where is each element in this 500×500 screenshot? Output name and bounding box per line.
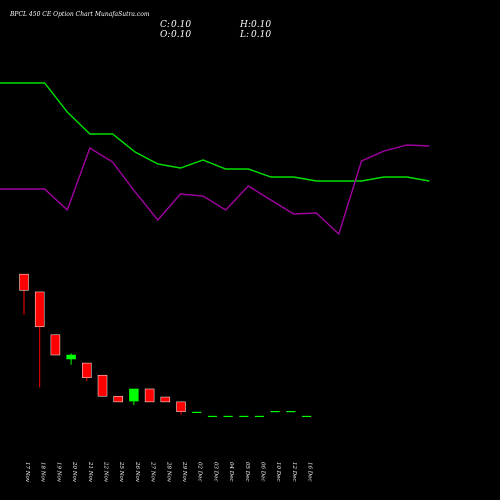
x-tick-label: 06 Dec (260, 462, 266, 482)
candle (66, 353, 76, 365)
close-value: 0.10 (171, 20, 191, 30)
x-tick-label: 18 Nov (40, 462, 46, 483)
candle-body (160, 396, 171, 403)
candlesticks (19, 273, 312, 418)
candle (176, 401, 186, 415)
candle (129, 388, 139, 406)
x-tick-label: 22 Nov (103, 461, 109, 483)
x-tick-label: 16 Dec (307, 462, 313, 482)
indicator-lines (0, 82, 430, 236)
open-label: O: (160, 30, 170, 40)
candle-body (129, 388, 139, 402)
green-indicator-line (0, 82, 430, 182)
candle (113, 395, 123, 403)
low-label: L: (239, 30, 249, 40)
high-label: H: (239, 20, 251, 30)
purple-indicator-line (0, 144, 430, 236)
x-tick-label: 26 Nov (134, 461, 140, 483)
x-tick-label: 19 Nov (55, 462, 61, 483)
candle-body (97, 374, 108, 397)
x-tick-label: 12 Dec (291, 462, 297, 482)
candle-body (19, 273, 29, 291)
candle-body (66, 354, 76, 360)
x-tick-label: 27 Nov (150, 461, 156, 483)
candle (97, 374, 108, 397)
x-tick-label: 02 Dec (197, 462, 203, 482)
high-value: 0.10 (251, 20, 271, 30)
low-value: 0.10 (251, 30, 271, 40)
open-value: 0.10 (171, 30, 191, 40)
x-tick-label: 05 Dec (244, 462, 250, 482)
x-tick-label: 03 Dec (212, 462, 218, 482)
candle (82, 362, 92, 381)
x-tick-label: 20 Nov (71, 461, 77, 483)
x-tick-label: 10 Dec (275, 462, 281, 482)
x-tick-label: 21 Nov (87, 461, 93, 483)
x-tick-label: 28 Nov (165, 461, 171, 483)
candle (144, 388, 155, 403)
candle-body (113, 395, 123, 403)
close-label: C: (160, 20, 170, 30)
candle-body (34, 291, 45, 327)
x-tick-label: 17 Nov (24, 462, 30, 483)
candle-body (82, 362, 92, 378)
candle-body (144, 388, 155, 403)
candle (160, 396, 171, 403)
x-tick-label: 29 Nov (181, 461, 187, 483)
candle (50, 334, 61, 356)
candle (19, 273, 29, 315)
candle (34, 291, 45, 388)
chart-title: BPCL 450 CE Option Chart MunafaSutra.com (9, 11, 150, 18)
x-tick-label: 04 Dec (228, 462, 234, 482)
candle-body (176, 401, 186, 412)
x-axis-labels: 17 Nov 18 Nov 19 Nov 20 Nov 21 Nov 22 Nov 25 N… (24, 461, 313, 483)
x-tick-label: 25 Nov (118, 461, 124, 483)
candle-body (50, 334, 61, 356)
